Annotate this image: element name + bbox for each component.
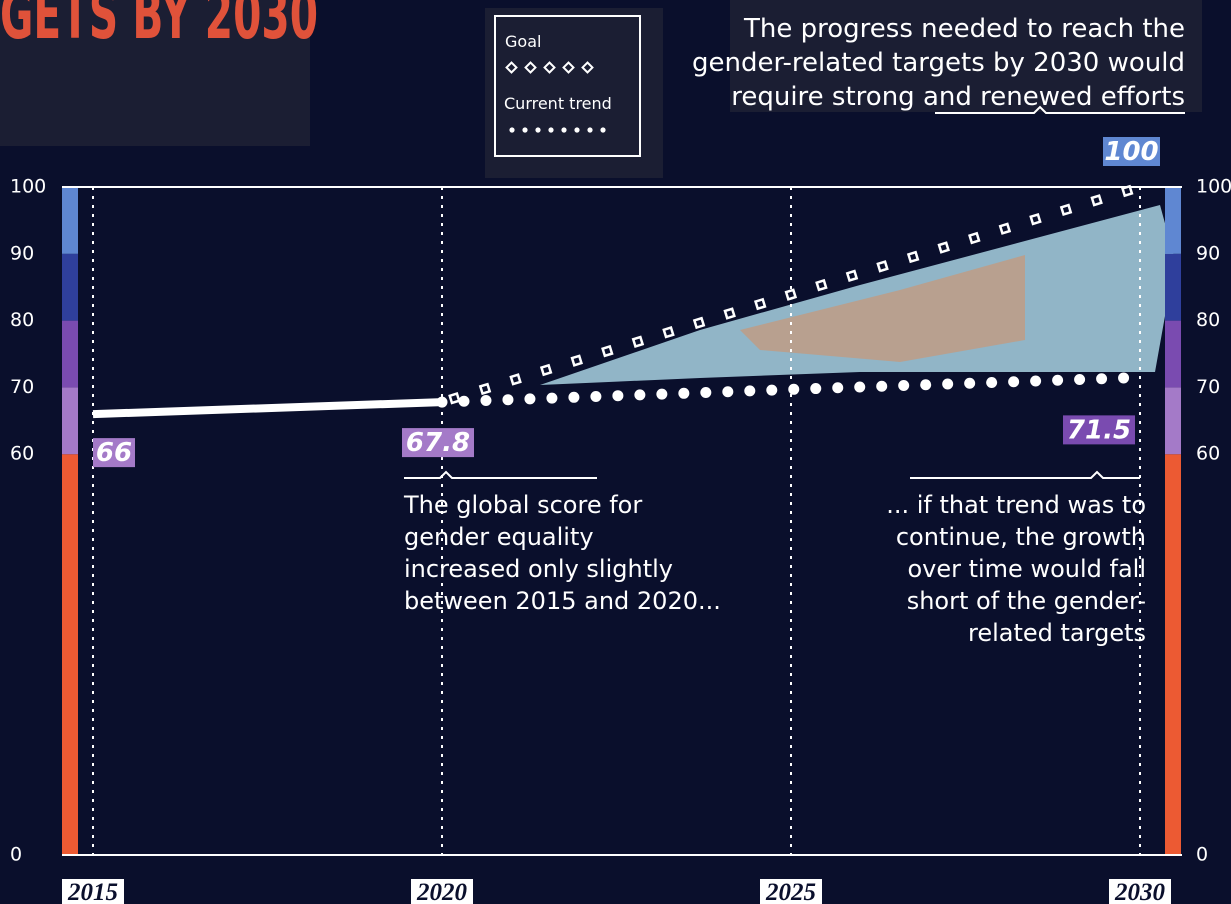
annotation-bracket (910, 470, 1140, 479)
axis-band (1165, 187, 1181, 254)
annotation: gender equality (404, 523, 594, 551)
annotation: require strong and renewed efforts (731, 82, 1185, 112)
axis-band (62, 253, 78, 321)
chart-title: GETS BY 2030 (0, 0, 318, 55)
axis-band (1165, 387, 1181, 455)
legend-dots (509, 127, 606, 133)
legend-diamonds (505, 61, 594, 74)
y-tick-label: 0 (10, 844, 22, 866)
y-tick-label: 0 (1196, 844, 1208, 866)
y-tick-label: 90 (1196, 242, 1220, 264)
x-tick-box (760, 879, 822, 904)
value-label: 67.8 (406, 428, 470, 458)
annotation: The progress needed to reach the (743, 14, 1185, 44)
annotation-panel (730, 0, 1202, 112)
x-tick-box (1109, 879, 1171, 904)
axis-band (62, 187, 78, 254)
x-tick-box (411, 879, 473, 904)
axis-band (62, 454, 78, 855)
x-tick-label: 2025 (765, 879, 816, 904)
axis-band (1165, 454, 1181, 855)
value-label-box (1103, 137, 1160, 166)
value-label: 100 (1104, 137, 1158, 167)
annotation-bracket (404, 470, 597, 479)
annotation: ... if that trend was to (886, 491, 1146, 519)
annotation: continue, the growth (896, 523, 1146, 551)
trend-line (436, 371, 1146, 408)
axis-band (1165, 320, 1181, 388)
annotation: increased only slightly (404, 555, 673, 583)
axis-band (62, 320, 78, 388)
annotation: The global score for (403, 491, 642, 519)
photo-face (740, 255, 1025, 362)
annotation-bracket (935, 105, 1185, 114)
annotation: between 2015 and 2020... (404, 587, 721, 615)
annotation: gender-related targets by 2030 would (692, 48, 1185, 78)
y-tick-label: 80 (1196, 309, 1220, 331)
y-tick-label: 60 (10, 443, 34, 465)
x-tick-label: 2030 (1114, 879, 1166, 904)
legend: Goal Current trend (504, 32, 612, 133)
legend-panel (485, 8, 663, 178)
y-tick-label: 90 (10, 242, 34, 264)
title-panel (0, 0, 310, 146)
value-label: 66 (96, 438, 132, 468)
value-label: 71.5 (1067, 415, 1131, 445)
annotation: short of the gender- (907, 587, 1146, 615)
y-tick-label: 80 (10, 309, 34, 331)
annotation: over time would fall (907, 555, 1146, 583)
y-tick-label: 60 (1196, 443, 1220, 465)
legend-label: Current trend (504, 94, 612, 113)
annotation: related targets (968, 619, 1146, 647)
y-tick-label: 100 (1196, 176, 1231, 198)
value-label-box (1063, 415, 1135, 445)
x-tick-label: 2015 (67, 879, 118, 904)
axis-band (1165, 253, 1181, 321)
axis-band (62, 387, 78, 455)
x-tick-box (62, 879, 124, 904)
legend-label: Goal (505, 32, 541, 51)
line (92, 398, 443, 419)
y-tick-label: 70 (10, 376, 34, 398)
legend-border (494, 15, 641, 157)
y-tick-label: 100 (10, 176, 46, 198)
value-label-box (402, 428, 474, 458)
goal-line-inner (441, 184, 1141, 405)
value-label-box (93, 438, 135, 468)
y-tick-label: 70 (1196, 376, 1220, 398)
x-tick-label: 2020 (416, 879, 468, 904)
